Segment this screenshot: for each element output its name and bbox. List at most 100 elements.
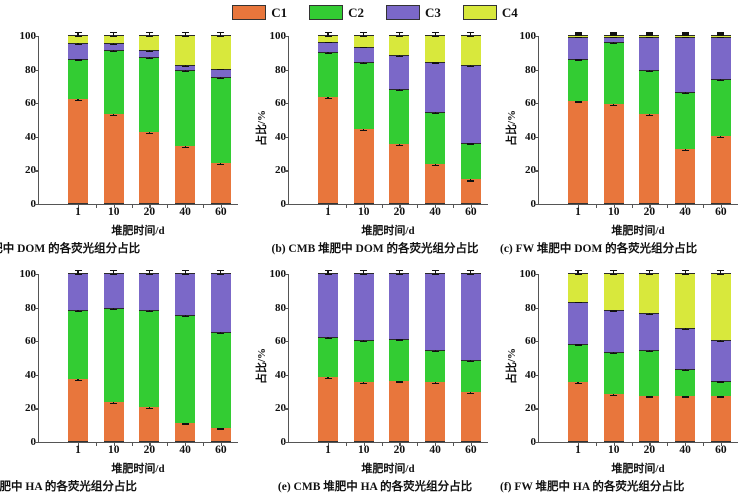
- error-bar: [77, 307, 79, 312]
- segment-c1: [568, 382, 588, 441]
- bar-c-day-40[interactable]: [675, 32, 696, 204]
- error-cap-bottom: [645, 114, 653, 116]
- legend-item-c2[interactable]: C2: [309, 4, 364, 20]
- y-tick-labels: 0 20 40 60 80 100: [260, 268, 287, 448]
- y-tick-20: 20: [525, 402, 536, 415]
- bar-b-day-40[interactable]: [425, 32, 446, 204]
- error-cap-bottom: [431, 62, 439, 64]
- panel-grid: 占比/%020406080100110204060堆肥时间/dM 堆肥中 DOM…: [0, 24, 750, 500]
- error-cap-top: [360, 270, 368, 272]
- error-cap-bottom: [431, 113, 439, 115]
- segment-c3: [568, 36, 588, 59]
- bar-f-day-60[interactable]: [710, 270, 731, 442]
- bar-b-day-1[interactable]: [318, 32, 338, 204]
- bar-f-day-1[interactable]: [568, 270, 588, 442]
- bar-a-day-20[interactable]: [139, 32, 160, 204]
- error-bar: [648, 35, 651, 39]
- segment-c2: [639, 70, 660, 114]
- segment-c2: [175, 315, 196, 423]
- bar-e-day-40[interactable]: [425, 270, 446, 442]
- error-cap-top: [217, 270, 225, 272]
- bar-f-day-20[interactable]: [639, 270, 660, 442]
- segment-c2: [139, 309, 160, 408]
- y-tickmark: [284, 103, 288, 105]
- bar-e-day-20[interactable]: [389, 270, 410, 442]
- plot-area-a: 占比/%020406080100110204060堆肥时间/dM 堆肥中 DOM…: [0, 24, 250, 262]
- bar-e-day-1[interactable]: [318, 270, 338, 442]
- bar-d-day-60[interactable]: [210, 270, 231, 442]
- x-tick-1: 1: [575, 444, 581, 456]
- bar-a-day-40[interactable]: [175, 32, 196, 204]
- segment-c1: [68, 98, 88, 203]
- bar-e-day-60[interactable]: [460, 270, 481, 442]
- y-tickmark: [284, 170, 288, 172]
- error-cap-bottom: [324, 273, 332, 275]
- bar-d-day-20[interactable]: [139, 270, 160, 442]
- error-cap-bottom: [395, 89, 403, 91]
- bar-c-day-60[interactable]: [710, 32, 731, 204]
- bar-d-day-10[interactable]: [103, 270, 124, 442]
- x-tick-20: 20: [393, 444, 406, 456]
- error-bar: [720, 338, 722, 342]
- error-cap-bottom: [324, 35, 332, 37]
- error-bar: [684, 393, 686, 398]
- y-tickmark: [34, 136, 38, 138]
- error-bar: [220, 425, 222, 430]
- error-cap-bottom: [74, 99, 82, 101]
- error-cap-top: [574, 270, 582, 272]
- error-bar: [327, 49, 329, 54]
- y-tickmark: [34, 36, 38, 38]
- bar-d-day-1[interactable]: [68, 270, 88, 442]
- y-tickmark: [34, 170, 38, 172]
- error-cap-bottom: [74, 310, 82, 312]
- plot-area-f: 占比/%020406080100110204060堆肥时间/d(f) FW 堆肥…: [500, 262, 750, 500]
- error-bar: [363, 338, 365, 343]
- panel-f: 占比/%020406080100110204060堆肥时间/d(f) FW 堆肥…: [500, 262, 750, 500]
- bar-a-day-10[interactable]: [103, 32, 124, 204]
- error-cap-top: [574, 32, 582, 34]
- error-cap-bottom: [610, 35, 618, 37]
- error-cap-bottom: [717, 396, 725, 398]
- bar-a-day-1[interactable]: [68, 32, 88, 204]
- bar-e-day-10[interactable]: [353, 270, 374, 442]
- bar-a-day-60[interactable]: [210, 32, 231, 204]
- error-bar: [684, 35, 686, 39]
- x-tickmark: [185, 442, 187, 446]
- x-tick-40: 40: [679, 206, 691, 218]
- y-tickmark: [34, 204, 38, 206]
- error-bar: [148, 130, 151, 135]
- axis-area: [284, 270, 488, 446]
- legend-label-c4: C4: [501, 4, 518, 20]
- error-bar: [363, 45, 365, 49]
- y-tickmark: [34, 274, 38, 276]
- error-cap-top: [74, 32, 82, 34]
- bar-d-day-40[interactable]: [175, 270, 196, 442]
- segment-c4: [460, 35, 481, 66]
- x-tick-60: 60: [715, 206, 727, 218]
- bar-b-day-20[interactable]: [389, 32, 410, 204]
- bar-c-day-20[interactable]: [639, 32, 660, 204]
- error-cap-top: [717, 270, 725, 272]
- bar-c-day-1[interactable]: [568, 32, 588, 204]
- legend-item-c3[interactable]: C3: [386, 4, 441, 20]
- segment-c3: [460, 273, 481, 361]
- error-cap-bottom: [681, 37, 689, 39]
- bar-f-day-40[interactable]: [675, 270, 696, 442]
- error-cap-bottom: [110, 309, 118, 311]
- bar-b-day-10[interactable]: [353, 32, 374, 204]
- error-bar: [363, 380, 365, 385]
- error-cap-bottom: [681, 35, 689, 37]
- error-cap-bottom: [217, 35, 225, 37]
- x-tickmark-minor: [453, 204, 455, 208]
- error-cap-bottom: [217, 69, 225, 71]
- bar-f-day-10[interactable]: [603, 270, 624, 442]
- error-cap-bottom: [574, 59, 582, 61]
- x-tickmark: [113, 442, 115, 446]
- legend-item-c1[interactable]: C1: [232, 4, 287, 20]
- bar-c-day-10[interactable]: [603, 32, 624, 204]
- x-tick-labels: 1 10 20 40 60: [288, 444, 488, 460]
- x-tickmark: [149, 442, 151, 446]
- legend-item-c4[interactable]: C4: [462, 4, 518, 20]
- bar-b-day-60[interactable]: [460, 32, 481, 204]
- x-tickmark-minor: [203, 204, 205, 208]
